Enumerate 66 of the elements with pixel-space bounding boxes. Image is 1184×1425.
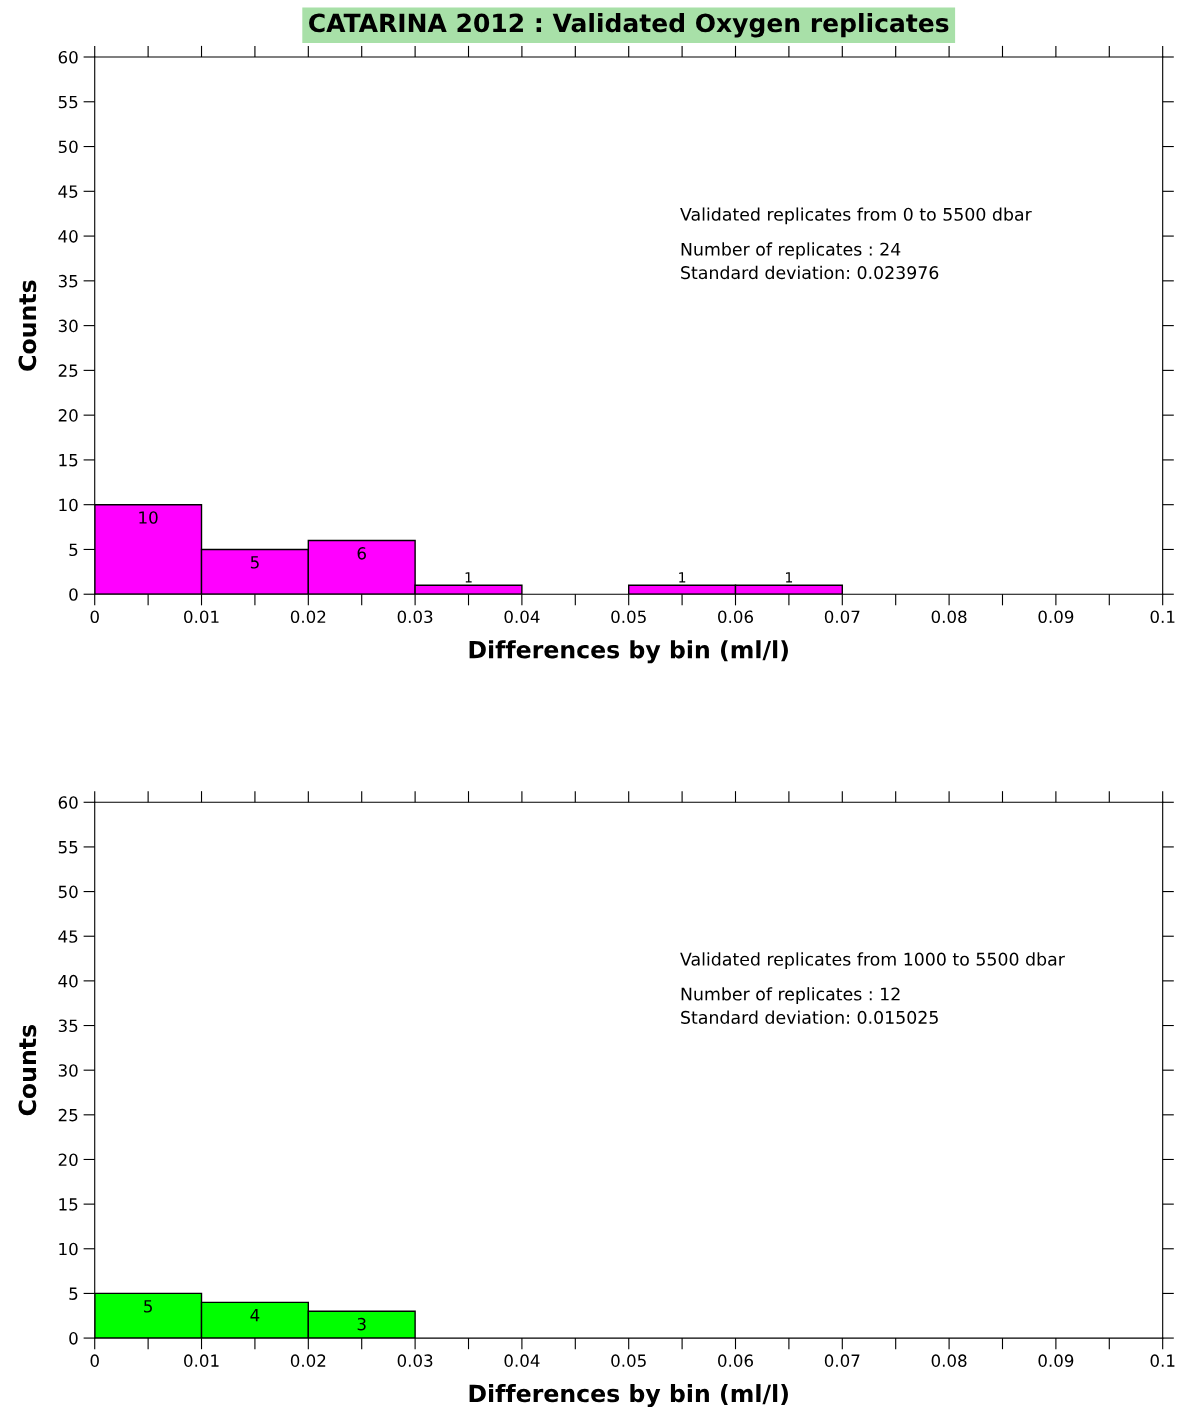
x-tick-label: 0	[90, 610, 99, 624]
x-axis-title: Differences by bin (ml/l)	[469, 640, 788, 664]
y-tick-label: 50	[58, 885, 78, 899]
y-tick-label: 10	[59, 1242, 78, 1256]
x-tick-label: 0.05	[611, 610, 646, 624]
x-tick-label: 0.1	[1150, 610, 1175, 624]
data-label: 3	[357, 1317, 366, 1331]
x-tick-label: 0.04	[504, 1354, 540, 1367]
x-tick-label: 0.1	[1150, 1354, 1175, 1367]
x-tick-label: 0.07	[824, 610, 860, 624]
x-tick-label: 0.02	[290, 610, 326, 624]
y-tick-label: 25	[58, 364, 78, 377]
x-tick-label: 0.09	[1038, 610, 1074, 624]
data-label: 5	[250, 556, 259, 569]
data-label: 6	[357, 547, 366, 560]
y-tick-label: 15	[59, 454, 78, 467]
x-tick-label: 0.02	[290, 1354, 326, 1367]
data-label: 5	[144, 1300, 152, 1313]
y-tick-label: 25	[58, 1108, 78, 1122]
y-tick-label: 5	[69, 1287, 78, 1300]
y-tick-label: 55	[58, 841, 78, 854]
y-tick-label: 40	[58, 974, 78, 988]
data-label: 4	[250, 1309, 260, 1322]
annotation: Validated replicates from 1000 to 5500 dbar	[680, 952, 1065, 970]
y-tick-label: 40	[58, 230, 78, 243]
y-tick-label: 30	[58, 319, 78, 333]
y-tick-label: 60	[58, 796, 78, 809]
y-tick-label: 20	[58, 409, 78, 422]
x-tick-label: 0.06	[718, 610, 754, 624]
x-tick-label: 0.08	[931, 1354, 967, 1367]
x-tick-label: 0.03	[397, 1354, 433, 1367]
y-tick-label: 30	[58, 1064, 78, 1077]
x-tick-label: 0.08	[931, 610, 967, 624]
y-tick-label: 45	[58, 185, 78, 198]
x-tick-label: 0.05	[611, 1354, 646, 1367]
data-label: 10	[139, 511, 158, 524]
data-label: 1	[786, 572, 793, 583]
x-tick-label: 0.01	[184, 1354, 219, 1367]
annotation: Validated replicates from 0 to 5500 dbar	[680, 207, 1032, 225]
x-tick-label: 0.03	[397, 610, 433, 624]
y-tick-label: 50	[58, 140, 78, 154]
x-tick-label: 0.01	[184, 610, 219, 624]
x-tick-label: 0.07	[824, 1354, 860, 1367]
y-tick-label: 35	[58, 274, 78, 288]
y-tick-label: 0	[69, 1332, 78, 1345]
y-axis-title: Counts	[18, 280, 37, 371]
data-label: 1	[679, 572, 686, 583]
chart-title: CATARINA 2012 : Validated Oxygen replicates	[309, 13, 949, 38]
annotation: Number of replicates : 24 Standard deviation: 0.023976	[681, 242, 939, 280]
y-tick-label: 0	[69, 588, 78, 601]
y-tick-label: 15	[59, 1198, 78, 1211]
y-axis-title: Counts	[18, 1025, 37, 1116]
y-tick-label: 45	[58, 930, 78, 943]
x-tick-label: 0.06	[718, 1354, 754, 1367]
x-axis-title: Differences by bin (ml/l)	[469, 1384, 788, 1408]
data-label: 1	[465, 572, 472, 583]
y-tick-label: 5	[69, 543, 78, 557]
y-tick-label: 60	[58, 50, 78, 64]
annotation: Number of replicates : 12 Standard deviation: 0.015025	[681, 987, 938, 1024]
y-tick-label: 20	[58, 1153, 78, 1167]
x-tick-label: 0	[90, 1354, 99, 1367]
x-tick-label: 0.09	[1038, 1354, 1074, 1367]
y-tick-label: 55	[58, 95, 78, 109]
y-tick-label: 35	[58, 1019, 78, 1033]
y-tick-label: 10	[59, 498, 78, 512]
x-tick-label: 0.04	[504, 610, 540, 624]
